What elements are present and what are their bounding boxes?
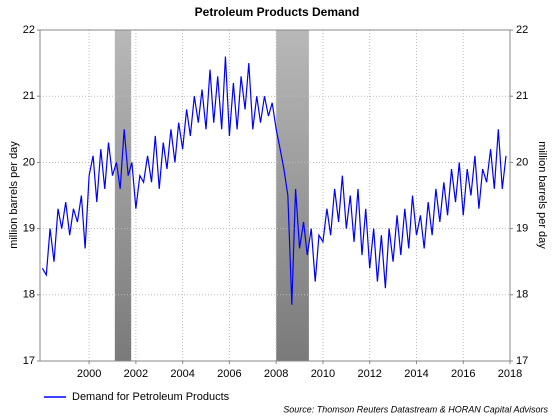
y2-tick-label: 20	[516, 156, 528, 168]
x-tick-label: 2000	[77, 368, 101, 380]
x-tick-label: 2016	[451, 368, 475, 380]
y-tick-label: 18	[23, 289, 35, 301]
x-tick-label: 2006	[217, 368, 241, 380]
y2-tick-label: 22	[516, 24, 528, 36]
y2-tick-label: 19	[516, 223, 528, 235]
y-tick-label: 20	[23, 156, 35, 168]
x-tick-label: 2012	[357, 368, 381, 380]
x-tick-label: 2002	[124, 368, 148, 380]
legend-label: Demand for Petroleum Products	[72, 391, 230, 403]
y2-tick-label: 17	[516, 355, 528, 367]
chart-title: Petroleum Products Demand	[195, 5, 360, 19]
shaded-range	[276, 30, 309, 361]
y-tick-label: 21	[23, 90, 35, 102]
y2-axis-label: million barrels per day	[536, 141, 548, 249]
y2-tick-label: 21	[516, 90, 528, 102]
plot-frame	[39, 29, 511, 362]
x-tick-label: 2018	[498, 368, 522, 380]
x-tick-label: 2014	[404, 368, 428, 380]
data-line	[41, 56, 507, 305]
y-tick-label: 19	[23, 223, 35, 235]
y-axis-label: million barrels per day	[8, 141, 20, 249]
y2-tick-label: 18	[516, 289, 528, 301]
y-tick-label: 17	[23, 355, 35, 367]
x-tick-label: 2004	[170, 368, 194, 380]
source-note: Source: Thomson Reuters Datastream & HOR…	[283, 404, 548, 414]
shaded-range	[114, 30, 132, 361]
x-tick-label: 2008	[264, 368, 288, 380]
y-tick-label: 22	[23, 24, 35, 36]
x-tick-label: 2010	[311, 368, 335, 380]
